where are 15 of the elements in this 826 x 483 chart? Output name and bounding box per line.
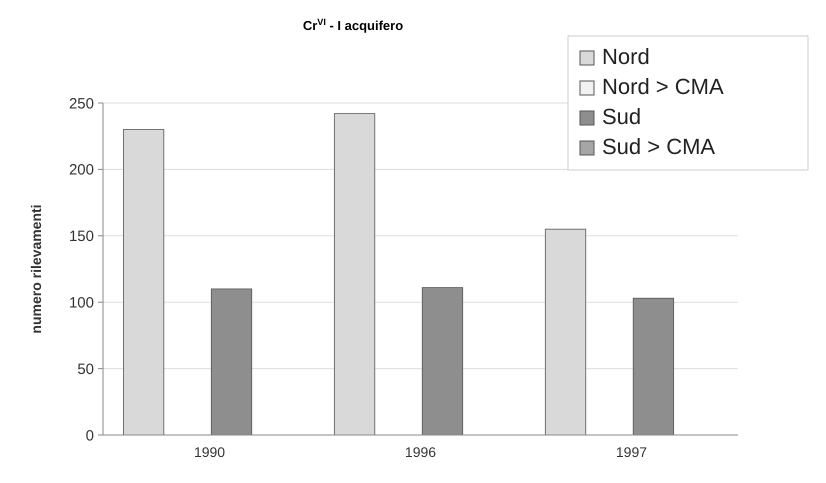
y-tick-label: 200 bbox=[68, 162, 94, 179]
y-tick-label: 0 bbox=[86, 427, 94, 444]
legend-label: Nord bbox=[602, 44, 650, 69]
y-axis-title: numero rilevamenti bbox=[28, 204, 44, 334]
chart-title: Cr$^{VI}$ - I acquifero bbox=[302, 17, 404, 33]
x-tick-label: 1997 bbox=[616, 444, 648, 460]
x-tick-label: 1990 bbox=[194, 444, 226, 460]
legend-label: Nord > CMA bbox=[602, 74, 724, 99]
x-tick-label: 1996 bbox=[404, 444, 436, 460]
y-tick-label: 50 bbox=[77, 360, 94, 378]
y-tick-label: 100 bbox=[68, 294, 94, 312]
y-tick-label: 250 bbox=[68, 95, 94, 112]
y-tick-label: 150 bbox=[68, 228, 94, 246]
legend-label: Sud bbox=[602, 104, 642, 129]
legend-label: Sud > CMA bbox=[602, 134, 716, 159]
